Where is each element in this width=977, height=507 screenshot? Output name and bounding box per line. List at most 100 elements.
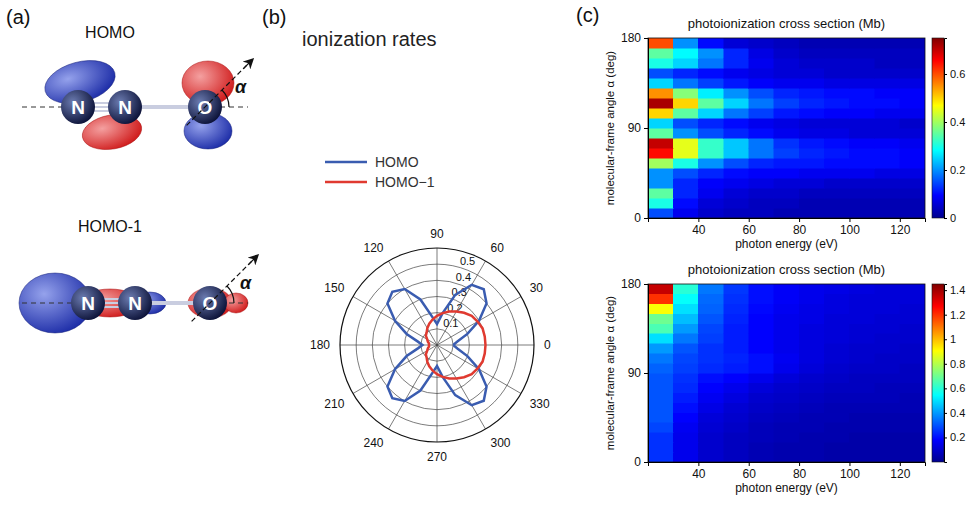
heatmap-cell xyxy=(875,98,900,108)
heatmap-cell xyxy=(799,88,824,98)
y-axis: 090180 xyxy=(621,31,649,225)
heatmap-cell xyxy=(749,168,774,178)
y-axis-tick: 180 xyxy=(621,31,648,45)
x-axis-line xyxy=(649,463,926,467)
y-axis-line xyxy=(644,39,649,219)
heatmap-cell xyxy=(724,333,749,343)
colorbar-axis-tick-label: 0 xyxy=(950,212,956,224)
heatmap-cell xyxy=(849,314,874,324)
heatmap-cell xyxy=(724,383,749,393)
heatmap-cell xyxy=(648,128,673,138)
heatmap-cell xyxy=(648,48,673,58)
heatmap-cell xyxy=(900,188,925,198)
heatmap-cell xyxy=(824,363,849,373)
heatmap-cell xyxy=(824,148,849,158)
heatmap-cell xyxy=(698,128,723,138)
heatmap-cell xyxy=(900,178,925,188)
heatmap-cell xyxy=(900,442,925,452)
heatmap-cell xyxy=(900,148,925,158)
heatmap-cells xyxy=(648,38,925,218)
heatmap-cell xyxy=(724,168,749,178)
x-axis-tick-label: 80 xyxy=(793,467,807,481)
heatmap-cell xyxy=(698,403,723,413)
heatmap-cell xyxy=(698,304,723,314)
heatmap-cell xyxy=(749,68,774,78)
colorbar-axis-tick: 0.6 xyxy=(944,382,965,394)
heatmap-cell xyxy=(799,343,824,353)
heatmap-cell xyxy=(799,333,824,343)
heatmap-cell xyxy=(875,403,900,413)
heatmap-cell xyxy=(799,373,824,383)
heatmap-cell xyxy=(799,148,824,158)
colorbar-axis: 00.20.40.6 xyxy=(944,39,965,225)
heatmap-cell xyxy=(849,188,874,198)
heatmap-cell xyxy=(824,284,849,294)
heatmap-cell xyxy=(799,208,824,218)
heatmap-cell xyxy=(673,294,698,304)
y-axis-tick: 90 xyxy=(628,121,648,135)
heatmap-cell xyxy=(648,432,673,442)
heatmap-cell xyxy=(698,353,723,363)
orbital-lobe xyxy=(224,293,248,313)
colorbar-axis-tick-label: 0.4 xyxy=(950,407,965,419)
y-axis-tick-mark xyxy=(644,218,648,219)
polar-series xyxy=(387,285,486,405)
orbital: NNOαHOMO-1 xyxy=(19,218,255,333)
x-axis-tick-mark xyxy=(900,462,901,466)
atom-label: N xyxy=(71,97,85,118)
heatmap-cell xyxy=(849,108,874,118)
heatmap-cell xyxy=(900,98,925,108)
heatmap-cell xyxy=(774,314,799,324)
heatmap-cell xyxy=(824,413,849,423)
heatmap-cell xyxy=(673,363,698,373)
heatmap-cell xyxy=(875,413,900,423)
heatmap-cell xyxy=(824,118,849,128)
heatmap-cell xyxy=(849,324,874,334)
heatmap-cell xyxy=(875,168,900,178)
colorbar-axis-tick-label: 1 xyxy=(950,333,956,345)
heatmap-cell xyxy=(749,58,774,68)
x-axis-tick-label: 60 xyxy=(743,223,757,237)
panel-b: (b)ionization rates030609012015018021024… xyxy=(262,6,551,464)
heatmap-cell xyxy=(724,98,749,108)
heatmap-cell xyxy=(900,333,925,343)
legend-label: HOMO−1 xyxy=(375,174,435,190)
heatmap-cell xyxy=(900,452,925,462)
x-axis-tick: 40 xyxy=(692,218,706,237)
heatmap-cell xyxy=(875,284,900,294)
heatmap-cell xyxy=(824,403,849,413)
polar-frame xyxy=(340,248,534,442)
colorbar-axis-tick-label: 0.2 xyxy=(950,164,965,176)
x-axis-line xyxy=(649,219,926,223)
heatmap-cell xyxy=(875,68,900,78)
heatmap-cell xyxy=(648,294,673,304)
heatmap-cell xyxy=(849,78,874,88)
y-axis-tick-label: 180 xyxy=(621,31,641,45)
heatmap-cell xyxy=(799,48,824,58)
heatmap-cell xyxy=(900,343,925,353)
heatmap-cell xyxy=(648,422,673,432)
heatmap-cell xyxy=(900,432,925,442)
heatmap-cell xyxy=(875,422,900,432)
polar-grid xyxy=(340,248,534,442)
atom xyxy=(108,90,142,124)
heatmap-cell xyxy=(749,178,774,188)
colorbar-axis-tick-mark xyxy=(944,339,947,340)
heatmap-cell xyxy=(724,48,749,58)
colorbar-axis-tick: 0.8 xyxy=(944,358,965,370)
heatmap-cell xyxy=(824,452,849,462)
x-axis-tick-mark xyxy=(698,218,699,222)
heatmap-cell xyxy=(875,118,900,128)
heatmap-cell xyxy=(749,198,774,208)
heatmap-cell xyxy=(824,48,849,58)
angle-tick-label: 0 xyxy=(544,338,551,352)
y-axis-tick-mark xyxy=(644,462,648,463)
heatmap-cell xyxy=(824,68,849,78)
angular-grid-line xyxy=(389,261,438,345)
heatmap-cell xyxy=(875,314,900,324)
heatmap-cell xyxy=(698,373,723,383)
heatmap-cell xyxy=(875,393,900,403)
heatmap-cell xyxy=(698,383,723,393)
direction-arrow xyxy=(243,62,250,69)
x-axis-tick-label: 120 xyxy=(890,223,910,237)
